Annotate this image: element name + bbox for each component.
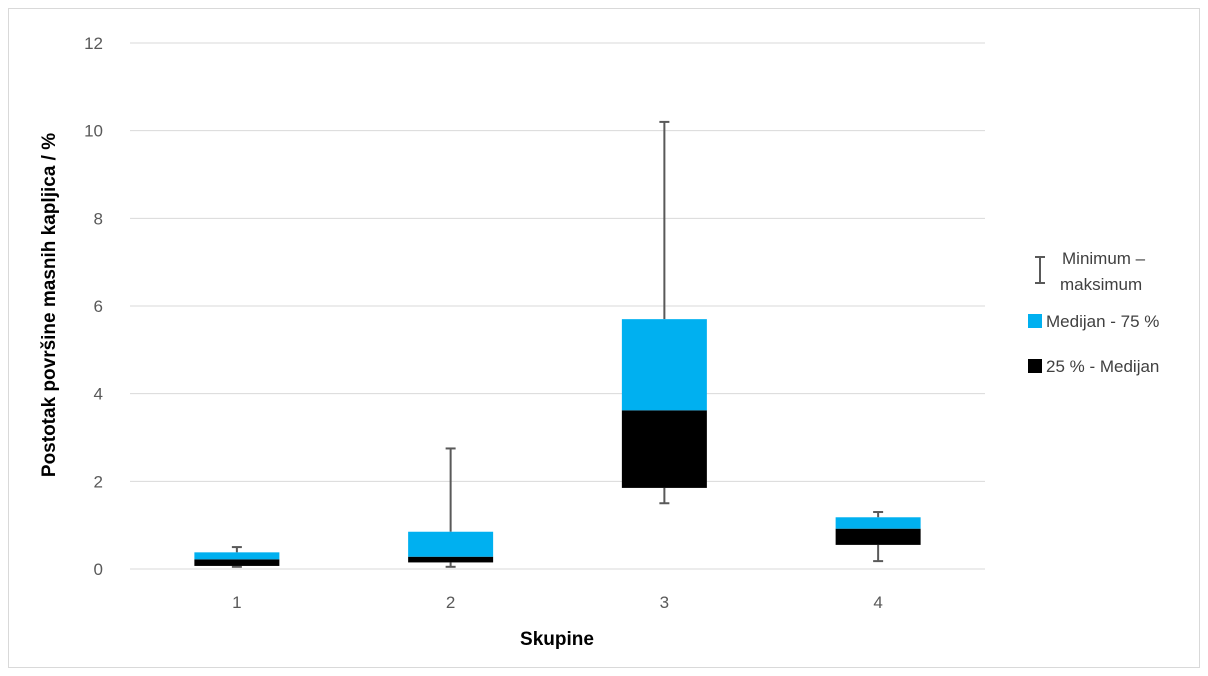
box-upper-median-q3 [194,552,280,560]
y-tick-label: 8 [94,209,103,228]
legend-swatch [1028,314,1042,328]
box-lower-q1-median [408,556,494,563]
box-group-2 [408,447,494,568]
box-upper-median-q3 [835,517,921,529]
box-series [194,120,921,568]
x-tick-label: 2 [446,593,455,612]
box-lower-q1-median [835,528,921,545]
x-tick-label: 1 [232,593,241,612]
x-tick-label: 3 [660,593,669,612]
y-tick-label: 4 [94,385,103,404]
y-tick-label: 10 [84,122,103,141]
gridlines [130,42,985,570]
box-group-4 [835,511,921,563]
y-axis-title: Postotak površine masnih kapljica / % [39,133,60,477]
legend-label: 25 % - Medijan [1046,357,1159,376]
y-tick-label: 2 [94,472,103,491]
box-upper-median-q3 [408,531,494,557]
y-tick-label: 0 [94,560,103,579]
x-tick-label: 4 [873,593,882,612]
legend-label-minimum: Minimum – [1062,249,1146,268]
y-axis-ticks: 0 2 4 6 8 10 12 [84,34,103,579]
box-lower-q1-median [194,559,280,566]
box-upper-median-q3 [621,319,707,411]
x-axis-ticks: 1 2 3 4 [232,593,883,612]
box-group-1 [194,546,280,568]
legend-swatch [1028,359,1042,373]
y-tick-label: 12 [84,34,103,53]
legend-label-maksimum: maksimum [1060,275,1142,294]
x-axis-title: Skupine [520,629,594,650]
box-group-3 [621,120,707,505]
box-lower-q1-median [621,410,707,488]
y-tick-label: 6 [94,297,103,316]
legend: Minimum – maksimum Medijan - 75 % 25 % - Me… [1028,249,1159,376]
legend-label: Medijan - 75 % [1046,312,1159,331]
